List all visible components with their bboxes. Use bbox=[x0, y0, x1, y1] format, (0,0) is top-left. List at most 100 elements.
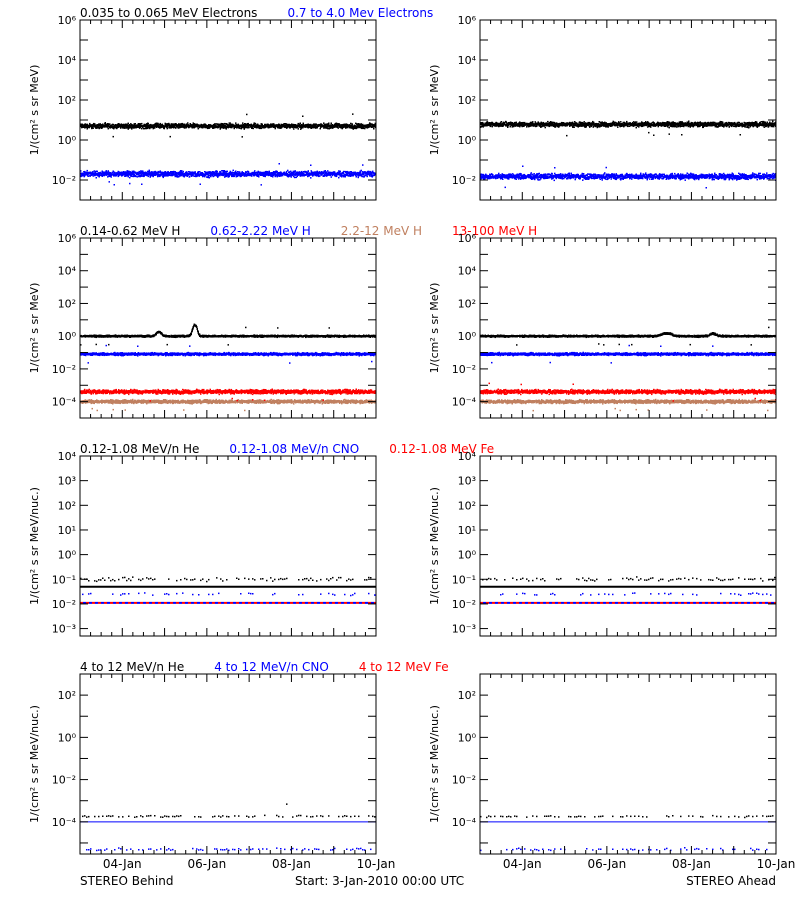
data-point bbox=[109, 123, 111, 125]
data-point bbox=[669, 121, 671, 124]
data-point bbox=[95, 174, 97, 176]
data-point bbox=[221, 172, 223, 174]
data-point bbox=[166, 175, 168, 177]
data-point bbox=[355, 172, 357, 174]
data-point bbox=[315, 123, 317, 125]
data-point bbox=[224, 122, 226, 125]
data-point bbox=[353, 171, 355, 174]
data-point bbox=[153, 174, 155, 176]
data-point bbox=[541, 123, 543, 126]
data-point bbox=[528, 124, 530, 126]
data-point bbox=[197, 172, 199, 175]
data-point bbox=[597, 123, 599, 125]
data-point bbox=[234, 174, 236, 176]
data-point bbox=[143, 175, 145, 177]
data-point bbox=[620, 121, 622, 123]
data-point bbox=[98, 127, 100, 130]
data-point bbox=[159, 123, 161, 126]
data-point bbox=[250, 174, 252, 176]
data-point bbox=[558, 126, 560, 128]
data-point bbox=[350, 175, 352, 177]
data-point bbox=[105, 174, 107, 176]
data-point bbox=[365, 174, 367, 176]
data-point bbox=[272, 123, 274, 125]
data-point bbox=[230, 172, 232, 175]
data-point bbox=[124, 123, 126, 125]
data-point bbox=[116, 124, 118, 126]
data-point bbox=[651, 122, 653, 124]
data-point bbox=[265, 170, 267, 173]
data-point bbox=[284, 123, 286, 125]
data-point bbox=[112, 127, 114, 129]
data-point bbox=[166, 172, 168, 175]
data-point bbox=[552, 122, 554, 125]
data-point bbox=[248, 126, 250, 129]
data-point bbox=[302, 126, 304, 128]
data-point bbox=[635, 121, 637, 123]
data-point bbox=[505, 121, 507, 123]
data-point bbox=[521, 123, 523, 126]
data-point bbox=[361, 172, 363, 175]
data-point bbox=[117, 173, 119, 176]
data-point bbox=[203, 126, 205, 128]
data-point bbox=[676, 122, 678, 124]
data-point bbox=[327, 123, 329, 126]
data-point bbox=[623, 125, 625, 128]
data-point bbox=[216, 174, 218, 176]
data-point bbox=[296, 174, 298, 176]
data-point bbox=[158, 174, 160, 176]
data-point bbox=[599, 126, 601, 128]
data-point bbox=[618, 121, 620, 123]
data-point bbox=[272, 174, 274, 176]
data-point bbox=[622, 123, 624, 125]
data-point bbox=[547, 120, 549, 123]
data-point bbox=[267, 123, 269, 126]
data-point bbox=[191, 174, 193, 176]
data-point bbox=[524, 121, 526, 124]
data-point bbox=[550, 121, 552, 123]
data-point bbox=[293, 172, 295, 174]
data-point bbox=[122, 124, 124, 126]
data-point bbox=[195, 175, 197, 178]
data-point bbox=[633, 124, 635, 127]
data-point bbox=[276, 174, 278, 176]
data-point bbox=[96, 173, 98, 176]
data-point bbox=[141, 122, 143, 125]
data-point bbox=[548, 125, 550, 128]
data-point bbox=[691, 125, 693, 127]
data-point bbox=[219, 128, 221, 130]
data-point bbox=[286, 170, 288, 173]
data-point bbox=[364, 127, 366, 130]
data-point bbox=[192, 124, 194, 126]
data-point bbox=[263, 172, 265, 174]
data-point bbox=[344, 173, 346, 176]
data-point bbox=[289, 172, 291, 175]
data-point bbox=[286, 127, 288, 129]
data-point bbox=[326, 172, 328, 174]
data-point bbox=[286, 173, 288, 176]
data-point bbox=[334, 126, 336, 128]
data-point bbox=[286, 126, 288, 129]
data-point bbox=[309, 172, 311, 175]
data-point bbox=[169, 172, 171, 174]
data-point bbox=[128, 173, 130, 176]
data-point bbox=[149, 125, 151, 128]
data-point bbox=[534, 124, 536, 126]
data-point bbox=[230, 126, 232, 129]
data-point bbox=[285, 174, 287, 176]
data-point bbox=[205, 171, 207, 173]
data-point bbox=[274, 172, 276, 175]
data-point bbox=[139, 126, 141, 128]
data-point bbox=[225, 128, 227, 130]
data-point bbox=[129, 172, 131, 174]
data-point bbox=[205, 124, 207, 127]
data-point bbox=[93, 124, 95, 126]
data-point bbox=[244, 175, 246, 177]
data-point bbox=[258, 127, 260, 129]
data-point bbox=[121, 125, 123, 128]
data-point bbox=[119, 125, 121, 128]
data-point bbox=[297, 128, 299, 130]
data-point bbox=[122, 174, 124, 176]
data-point bbox=[368, 171, 370, 173]
